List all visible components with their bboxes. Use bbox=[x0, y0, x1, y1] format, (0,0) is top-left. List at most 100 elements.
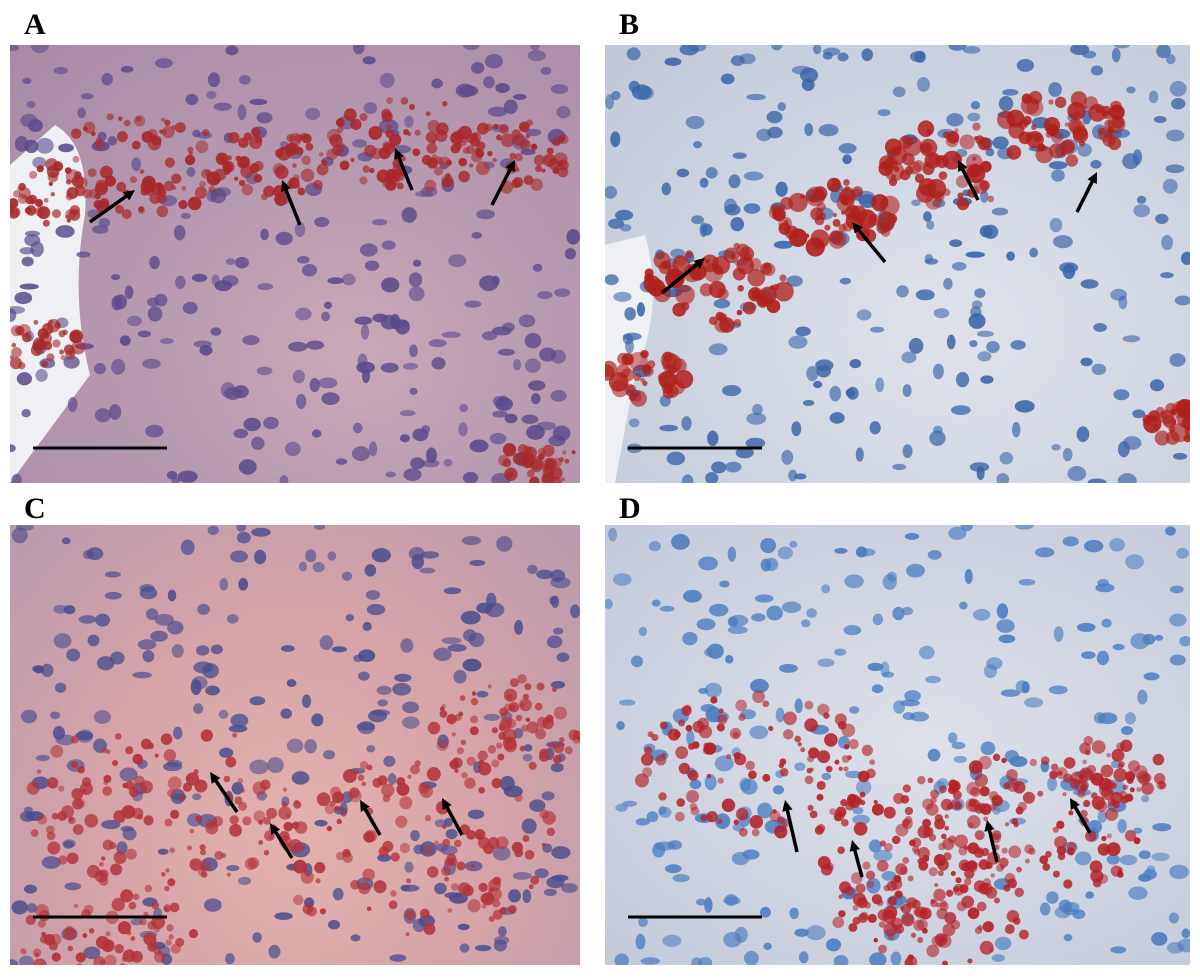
stained-granule bbox=[1102, 110, 1112, 120]
stained-granule bbox=[359, 760, 369, 770]
stained-granule bbox=[499, 123, 509, 134]
stained-granule bbox=[497, 753, 505, 761]
cell-nucleus bbox=[459, 85, 479, 97]
stained-granule bbox=[122, 949, 136, 963]
stained-granule bbox=[316, 792, 331, 807]
cell-nucleus bbox=[1117, 441, 1130, 458]
cell-nucleus bbox=[484, 53, 503, 69]
cell-nucleus bbox=[268, 944, 281, 959]
stained-granule bbox=[751, 828, 760, 837]
stained-granule bbox=[1066, 841, 1077, 852]
stained-granule bbox=[467, 899, 481, 913]
cell-nucleus bbox=[518, 314, 536, 328]
cell-nucleus bbox=[314, 217, 330, 228]
stained-granule bbox=[168, 934, 174, 940]
stained-granule bbox=[340, 143, 345, 148]
stained-granule bbox=[263, 816, 272, 825]
arrow-indicator bbox=[442, 798, 464, 836]
stained-granule bbox=[838, 766, 843, 771]
cell-nucleus bbox=[970, 101, 981, 110]
cell-nucleus bbox=[145, 424, 164, 438]
arrow-indicator bbox=[849, 840, 864, 878]
stained-granule bbox=[488, 878, 501, 892]
stained-granule bbox=[860, 911, 869, 920]
stained-granule bbox=[120, 889, 134, 903]
cell-nucleus bbox=[720, 73, 735, 85]
stained-granule bbox=[164, 157, 176, 168]
cell-nucleus bbox=[22, 77, 32, 85]
cell-nucleus bbox=[242, 335, 260, 346]
cell-nucleus bbox=[523, 744, 533, 752]
stained-granule bbox=[1133, 837, 1141, 845]
stained-granule bbox=[146, 188, 154, 196]
stained-granule bbox=[879, 195, 900, 216]
stained-granule bbox=[454, 768, 459, 773]
cell-nucleus bbox=[739, 777, 752, 792]
cell-nucleus bbox=[550, 680, 566, 689]
stained-granule bbox=[975, 135, 985, 145]
cell-nucleus bbox=[561, 883, 578, 893]
stained-granule bbox=[229, 815, 239, 825]
stained-granule bbox=[169, 847, 175, 853]
stained-granule bbox=[419, 908, 430, 919]
cell-nucleus bbox=[260, 228, 269, 241]
cell-nucleus bbox=[177, 470, 198, 483]
stained-granule bbox=[1048, 99, 1054, 105]
stained-granule bbox=[924, 152, 941, 169]
stained-granule bbox=[1039, 855, 1049, 865]
cell-nucleus bbox=[798, 951, 809, 964]
cell-nucleus bbox=[614, 953, 629, 965]
stained-granule bbox=[667, 728, 681, 741]
stained-granule bbox=[458, 170, 470, 183]
stained-granule bbox=[749, 815, 764, 829]
stained-granule bbox=[829, 808, 837, 816]
cell-nucleus bbox=[960, 525, 973, 532]
cell-nucleus bbox=[605, 185, 618, 199]
stained-granule bbox=[931, 935, 943, 947]
cell-nucleus bbox=[868, 839, 882, 853]
cell-nucleus bbox=[80, 93, 94, 100]
stained-granule bbox=[678, 719, 686, 727]
cell-nucleus bbox=[902, 712, 915, 721]
cell-nucleus bbox=[829, 385, 842, 402]
stained-granule bbox=[689, 802, 698, 811]
panel-label-b: B bbox=[619, 8, 640, 41]
cell-nucleus bbox=[725, 654, 734, 664]
stained-granule bbox=[899, 169, 911, 181]
cell-nucleus bbox=[983, 224, 999, 239]
stained-granule bbox=[253, 174, 263, 183]
stained-granule bbox=[675, 746, 689, 760]
cell-nucleus bbox=[719, 580, 730, 588]
stained-granule bbox=[131, 140, 141, 150]
cell-nucleus bbox=[263, 416, 279, 430]
cell-nucleus bbox=[743, 203, 761, 214]
stained-granule bbox=[157, 188, 167, 197]
stained-granule bbox=[1006, 769, 1018, 781]
stained-granule bbox=[843, 179, 850, 186]
stained-granule bbox=[1158, 781, 1167, 790]
cell-nucleus bbox=[638, 917, 648, 928]
stained-granule bbox=[961, 895, 975, 909]
cell-nucleus bbox=[882, 574, 897, 590]
stained-granule bbox=[238, 801, 248, 811]
cell-nucleus bbox=[104, 591, 122, 600]
stained-granule bbox=[499, 707, 509, 717]
stained-granule bbox=[456, 861, 466, 871]
cell-nucleus bbox=[35, 368, 48, 382]
stained-granule bbox=[26, 781, 40, 795]
stained-granule bbox=[804, 718, 818, 732]
stained-granule bbox=[144, 884, 153, 893]
stained-granule bbox=[843, 744, 850, 750]
stained-granule bbox=[164, 818, 173, 827]
cell-nucleus bbox=[357, 353, 368, 369]
cell-nucleus bbox=[842, 154, 852, 165]
stained-granule bbox=[492, 899, 501, 908]
stained-granule bbox=[956, 197, 970, 211]
cell-nucleus bbox=[1010, 340, 1026, 350]
stained-granule bbox=[726, 753, 732, 760]
cell-nucleus bbox=[969, 340, 978, 348]
stained-granule bbox=[445, 159, 453, 166]
cell-nucleus bbox=[548, 435, 566, 447]
cell-nucleus bbox=[524, 358, 541, 373]
stained-granule bbox=[902, 819, 910, 827]
